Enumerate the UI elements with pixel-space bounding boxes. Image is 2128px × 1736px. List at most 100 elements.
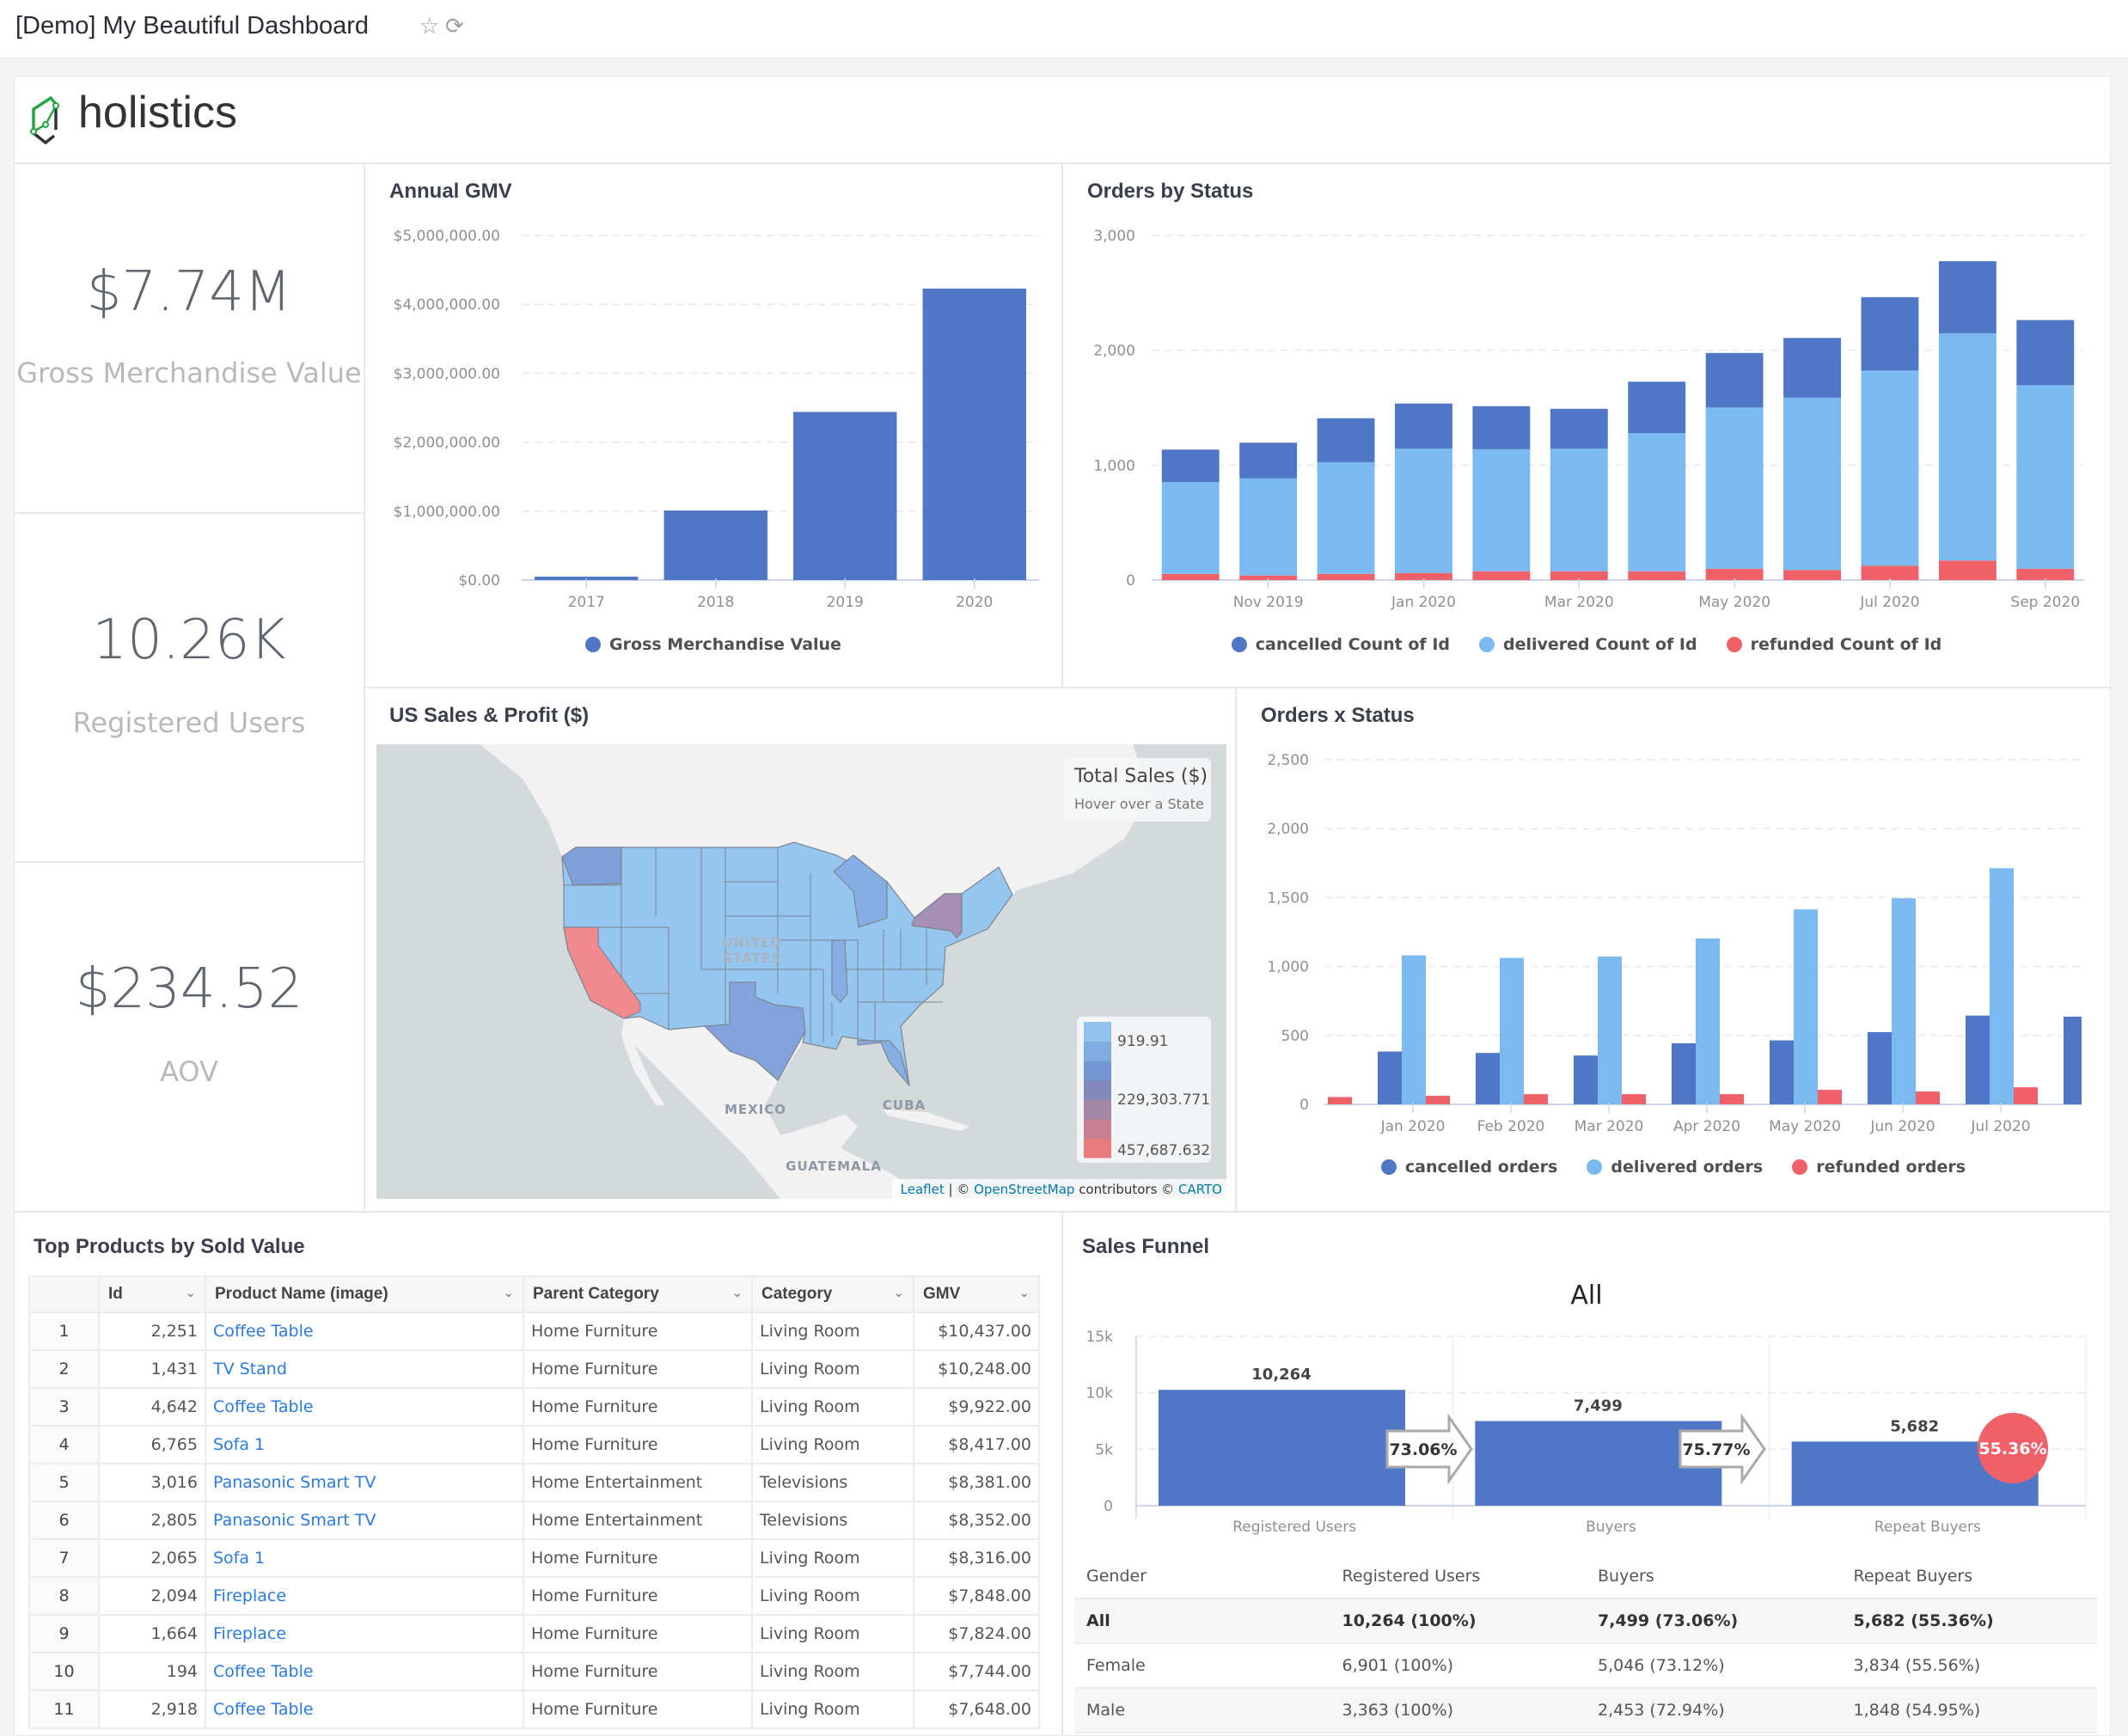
bar[interactable]: [922, 288, 1026, 580]
bar[interactable]: [1524, 1094, 1548, 1104]
bar[interactable]: [1818, 1090, 1842, 1104]
bar-segment[interactable]: [1161, 482, 1220, 574]
bar[interactable]: [1916, 1091, 1940, 1104]
bar-segment[interactable]: [1861, 565, 1919, 580]
bar-segment[interactable]: [2016, 568, 2075, 580]
chevron-down-icon[interactable]: ⌄: [893, 1286, 904, 1300]
bar[interactable]: [1720, 1094, 1744, 1104]
state-california[interactable]: [563, 926, 641, 1019]
state-florida[interactable]: [857, 1040, 910, 1086]
bar-segment[interactable]: [1472, 571, 1531, 580]
legend-item[interactable]: refunded orders: [1792, 1158, 1966, 1177]
bar[interactable]: [1794, 909, 1818, 1104]
chevron-down-icon[interactable]: ⌄: [503, 1286, 514, 1300]
legend-item[interactable]: Gross Merchandise Value: [585, 635, 841, 654]
bar[interactable]: [1500, 957, 1524, 1104]
bar[interactable]: [1426, 1096, 1450, 1104]
chevron-down-icon[interactable]: ⌄: [185, 1286, 196, 1300]
bar-segment[interactable]: [1705, 568, 1764, 580]
chevron-down-icon[interactable]: ⌄: [1018, 1286, 1030, 1300]
leaflet-link[interactable]: Leaflet: [901, 1182, 945, 1197]
bar-segment[interactable]: [1317, 462, 1375, 574]
bar[interactable]: [1378, 1051, 1402, 1104]
star-icon[interactable]: ☆: [419, 14, 440, 40]
bar[interactable]: [1328, 1097, 1352, 1104]
bar-segment[interactable]: [1783, 397, 1841, 571]
bar[interactable]: [663, 510, 767, 580]
bar[interactable]: [1598, 957, 1622, 1104]
product-link[interactable]: Coffee Table: [213, 1322, 314, 1341]
bar[interactable]: [1770, 1040, 1794, 1104]
product-link[interactable]: Panasonic Smart TV: [213, 1473, 376, 1492]
bar-segment[interactable]: [1550, 408, 1608, 449]
bar[interactable]: [2014, 1087, 2038, 1104]
bar-segment[interactable]: [1783, 570, 1841, 580]
funnel-bar[interactable]: [1159, 1390, 1405, 1506]
bar-segment[interactable]: [1938, 333, 1997, 561]
bar-segment[interactable]: [1550, 448, 1608, 572]
column-header[interactable]: GMV ⌄: [913, 1275, 1040, 1313]
bar[interactable]: [1574, 1055, 1598, 1104]
bar-segment[interactable]: [1239, 443, 1298, 479]
legend-item[interactable]: delivered orders: [1587, 1158, 1763, 1177]
bar-segment[interactable]: [1317, 418, 1375, 462]
bar-segment[interactable]: [1161, 449, 1220, 483]
bar-segment[interactable]: [1628, 571, 1686, 580]
legend-item[interactable]: cancelled orders: [1380, 1158, 1557, 1177]
bar-segment[interactable]: [2016, 320, 2075, 386]
bar-segment[interactable]: [1472, 406, 1531, 449]
bar-segment[interactable]: [1783, 338, 1841, 398]
product-link[interactable]: Sofa 1: [213, 1435, 266, 1454]
bar-segment[interactable]: [1395, 448, 1452, 573]
product-link[interactable]: Coffee Table: [213, 1397, 314, 1416]
product-link[interactable]: Panasonic Smart TV: [213, 1511, 376, 1530]
column-header[interactable]: Id ⌄: [98, 1275, 206, 1313]
product-link[interactable]: Fireplace: [213, 1586, 287, 1605]
legend-item[interactable]: refunded Count of Id: [1726, 635, 1941, 654]
legend-item[interactable]: cancelled Count of Id: [1231, 635, 1450, 654]
state-washington[interactable]: [561, 847, 622, 886]
bar-segment[interactable]: [1705, 407, 1764, 569]
choropleth-map[interactable]: UNITED STATES MEXICO CUBA GUATEMALA Tota…: [376, 744, 1226, 1199]
openstreetmap-link[interactable]: OpenStreetMap: [974, 1182, 1074, 1197]
product-link[interactable]: Fireplace: [213, 1624, 287, 1643]
bar[interactable]: [1696, 938, 1720, 1104]
product-link[interactable]: Coffee Table: [213, 1662, 314, 1681]
bar[interactable]: [793, 412, 897, 580]
bar-segment[interactable]: [1239, 575, 1298, 580]
bar-segment[interactable]: [1550, 571, 1608, 580]
bar-segment[interactable]: [2016, 385, 2075, 569]
bar-segment[interactable]: [1472, 449, 1531, 572]
bar-segment[interactable]: [1395, 403, 1452, 449]
bar-segment[interactable]: [1161, 573, 1220, 580]
bar[interactable]: [1966, 1015, 1990, 1104]
column-header[interactable]: Category ⌄: [751, 1275, 914, 1313]
product-link[interactable]: Coffee Table: [213, 1700, 314, 1719]
state-illinois[interactable]: [831, 939, 848, 1003]
us-states[interactable]: [561, 841, 1013, 1087]
bar[interactable]: [1868, 1031, 1892, 1104]
state-new-york[interactable]: [911, 893, 963, 938]
column-header[interactable]: Product Name (image) ⌄: [205, 1275, 524, 1313]
bar[interactable]: [535, 576, 639, 580]
refresh-icon[interactable]: ⟳: [445, 14, 464, 40]
bar[interactable]: [1622, 1094, 1646, 1104]
carto-link[interactable]: CARTO: [1178, 1182, 1222, 1197]
bar[interactable]: [1892, 898, 1916, 1104]
state-texas[interactable]: [703, 981, 806, 1081]
product-link[interactable]: TV Stand: [213, 1360, 287, 1378]
bar-segment[interactable]: [1705, 352, 1764, 408]
product-link[interactable]: Sofa 1: [213, 1549, 266, 1568]
legend-item[interactable]: delivered Count of Id: [1479, 635, 1697, 654]
bar[interactable]: [1476, 1053, 1500, 1104]
column-header[interactable]: Parent Category ⌄: [523, 1275, 753, 1313]
bar-segment[interactable]: [1628, 382, 1686, 434]
bar-segment[interactable]: [1317, 573, 1375, 580]
bar[interactable]: [2064, 1016, 2088, 1104]
bar-segment[interactable]: [1938, 260, 1997, 333]
bar-segment[interactable]: [1239, 478, 1298, 576]
bar[interactable]: [1672, 1042, 1696, 1104]
bar-segment[interactable]: [1938, 560, 1997, 580]
bar-segment[interactable]: [1395, 572, 1452, 580]
bar[interactable]: [1402, 955, 1426, 1104]
